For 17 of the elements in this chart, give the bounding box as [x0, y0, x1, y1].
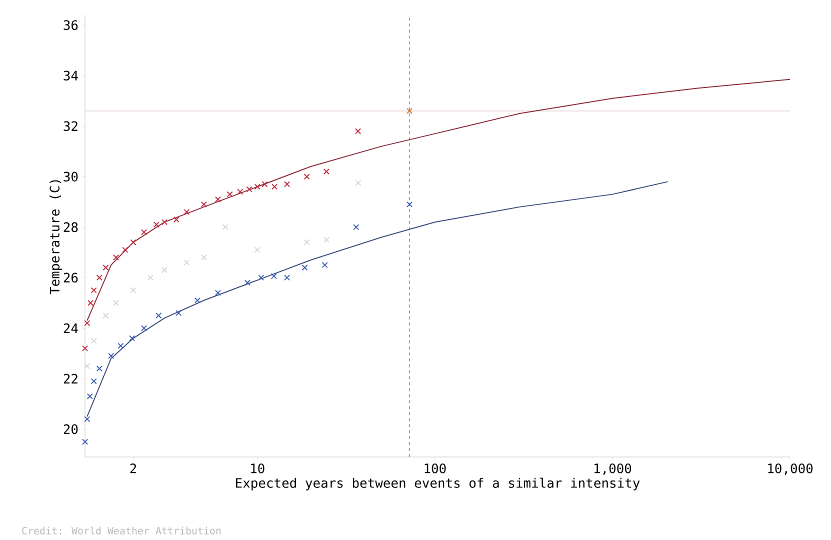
x-axis-title: Expected years between events of a similar intensity	[236, 478, 640, 490]
y-tick-label: 26	[64, 272, 78, 283]
x-tick-label: 2	[130, 464, 136, 474]
y-tick-label: 24	[64, 323, 78, 333]
x-tick-label: 1,000	[594, 464, 632, 475]
y-tick-label: 34	[64, 70, 78, 81]
y-tick-label: 32	[64, 121, 78, 132]
y-tick-label: 20	[64, 424, 78, 434]
y-tick-label: 22	[64, 374, 78, 384]
x-tick-label: 10,000	[768, 464, 813, 475]
text: Credit: World Weather Attribution	[22, 526, 221, 534]
y-tick-label: 36	[64, 20, 78, 30]
y-axis-title: Temperature (C)	[50, 180, 62, 294]
y-tick-label: 28	[64, 222, 78, 232]
x-tick-label: 100	[424, 464, 446, 474]
y-tick-label: 30	[64, 172, 78, 182]
x-tick-label: 10	[251, 464, 264, 474]
